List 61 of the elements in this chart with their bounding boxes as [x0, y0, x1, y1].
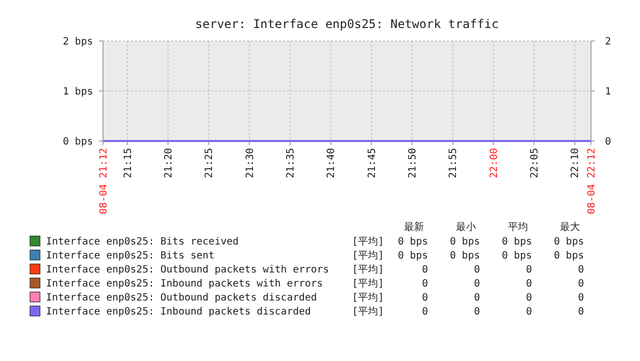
- x-tick-label: 08-04 22:12: [586, 148, 598, 214]
- text: 0 bps: [398, 236, 428, 248]
- y2-tick-label: 0: [605, 136, 612, 148]
- text: 0: [578, 278, 584, 290]
- text: 0 bps: [398, 250, 428, 262]
- text: 0: [474, 292, 480, 304]
- legend-label: Interface enp0s25: Bits sent: [46, 250, 215, 262]
- text: [平均]: [352, 292, 384, 304]
- text: 0: [526, 292, 532, 304]
- legend-label: Interface enp0s25: Outbound packets discarded: [46, 292, 317, 304]
- text: 0: [422, 292, 428, 304]
- text: 0: [422, 264, 428, 276]
- x-tick-label: 21:40: [326, 148, 338, 178]
- text: 0: [474, 306, 480, 318]
- text: 0: [422, 278, 428, 290]
- text: 0: [578, 306, 584, 318]
- text: 0: [526, 278, 532, 290]
- text: [平均]: [352, 278, 384, 290]
- text: 0 bps: [450, 236, 480, 248]
- x-tick-label: 21:55: [448, 148, 460, 178]
- text: 0 bps: [450, 250, 480, 262]
- x-tick-label: 08-04 21:12: [98, 148, 110, 214]
- y-tick-label: 0 bps: [62, 136, 93, 148]
- text: 0: [526, 264, 532, 276]
- text: 最大: [560, 221, 580, 233]
- text: [平均]: [352, 264, 384, 276]
- text: 0: [474, 264, 480, 276]
- text: 0 bps: [502, 250, 532, 262]
- text: 0: [578, 264, 584, 276]
- legend-label: Interface enp0s25: Bits received: [46, 236, 239, 248]
- text: 0 bps: [554, 236, 584, 248]
- text: 平均: [508, 221, 528, 233]
- text: 0: [422, 306, 428, 318]
- text: 0: [526, 306, 532, 318]
- x-tick-label: 21:45: [366, 148, 378, 178]
- x-tick-label: 22:10: [570, 148, 582, 178]
- x-tick-label: 21:25: [204, 148, 216, 178]
- chart-title: server: Interface enp0s25: Network traffic: [195, 17, 499, 31]
- x-tick-label: 22:00: [488, 148, 500, 178]
- text: [平均]: [352, 306, 384, 318]
- x-tick-label: 21:20: [164, 148, 175, 178]
- x-tick-label: 21:35: [286, 148, 297, 178]
- y-tick-label: 2 bps: [62, 36, 93, 48]
- x-tick-label: 22:05: [530, 148, 541, 178]
- text: 0 bps: [502, 236, 532, 248]
- text: 0: [578, 292, 584, 304]
- text: 0: [474, 278, 480, 290]
- y2-tick-label: 1: [605, 86, 612, 98]
- legend-label: Interface enp0s25: Outbound packets with errors: [46, 264, 329, 276]
- text: 0 bps: [554, 250, 584, 262]
- text: 最小: [456, 221, 476, 233]
- text: [平均]: [352, 236, 384, 248]
- x-tick-label: 21:15: [122, 148, 134, 178]
- legend-label: Interface enp0s25: Inbound packets with errors: [46, 278, 323, 290]
- y-tick-label: 1 bps: [62, 86, 93, 98]
- text: 最新: [404, 221, 424, 233]
- y2-tick-label: 2: [605, 36, 612, 48]
- text: [平均]: [352, 250, 384, 262]
- legend-label: Interface enp0s25: Inbound packets discarded: [46, 306, 311, 318]
- x-tick-label: 21:50: [408, 148, 419, 178]
- x-tick-label: 21:30: [244, 148, 256, 178]
